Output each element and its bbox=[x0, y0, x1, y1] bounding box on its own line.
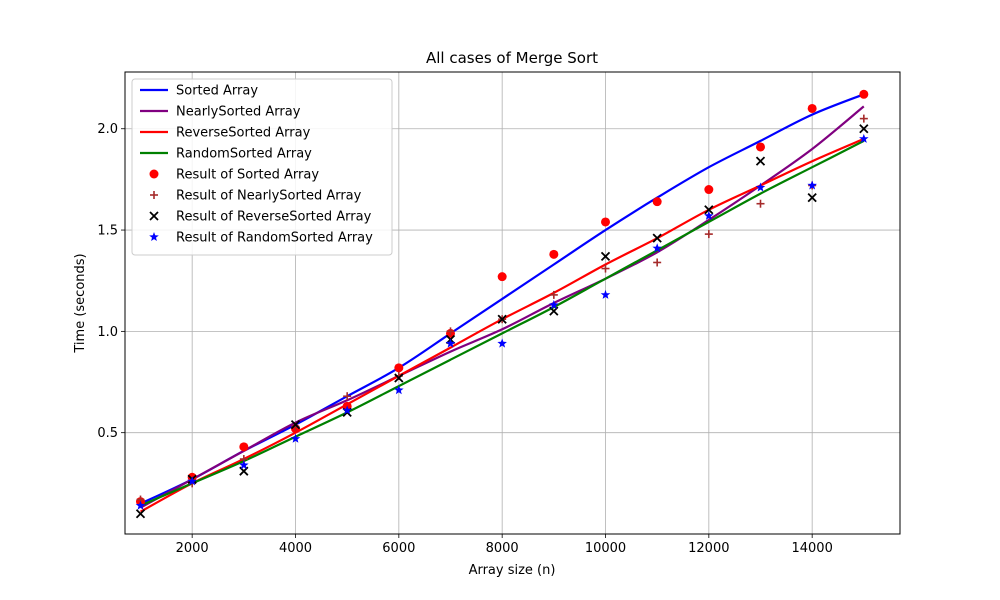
legend-marker-swatch bbox=[149, 169, 159, 179]
legend: Sorted Array NearlySorted Array ReverseSor… bbox=[131, 78, 393, 256]
legend-label: Result of RandomSorted Array bbox=[176, 231, 373, 246]
point-result-of-sorted-array bbox=[601, 217, 610, 227]
legend-label: Result of NearlySorted Array bbox=[176, 189, 362, 204]
legend-label: ReverseSorted Array bbox=[176, 126, 311, 141]
y-tick-label: 1.5 bbox=[97, 224, 118, 239]
plot-frame bbox=[124, 71, 901, 535]
legend-label: Result of Sorted Array bbox=[176, 168, 319, 183]
legend-marker-swatch bbox=[149, 232, 159, 241]
x-tick-label: 8000 bbox=[486, 541, 519, 556]
point-result-of-sorted-array bbox=[394, 363, 404, 373]
x-tick-label: 12000 bbox=[688, 541, 729, 556]
point-result-of-randomsorted-array bbox=[342, 405, 352, 415]
point-result-of-reversesorted-array bbox=[600, 251, 611, 262]
point-result-of-randomsorted-array bbox=[549, 300, 559, 310]
point-result-of-reversesorted-array bbox=[394, 373, 404, 383]
line-nearlysorted-array bbox=[139, 105, 865, 509]
y-tick-label: 0.5 bbox=[97, 426, 118, 441]
x-tick-label: 4000 bbox=[279, 541, 312, 556]
point-result-of-randomsorted-array bbox=[807, 180, 817, 190]
data-points bbox=[135, 89, 869, 519]
point-result-of-reversesorted-array bbox=[807, 192, 817, 203]
point-result-of-sorted-array bbox=[652, 197, 662, 207]
legend-marker-swatch bbox=[149, 211, 159, 221]
point-result-of-reversesorted-array bbox=[135, 509, 146, 519]
point-result-of-sorted-array bbox=[239, 442, 249, 452]
point-result-of-randomsorted-array bbox=[497, 338, 507, 348]
point-result-of-randomsorted-array bbox=[445, 338, 456, 348]
point-result-of-nearlysorted-array bbox=[549, 290, 558, 299]
line-randomsorted-array bbox=[140, 139, 865, 507]
point-result-of-nearlysorted-array bbox=[756, 199, 765, 208]
point-result-of-randomsorted-array bbox=[859, 133, 869, 143]
point-result-of-nearlysorted-array bbox=[601, 264, 610, 273]
point-result-of-randomsorted-array bbox=[755, 182, 766, 192]
point-result-of-reversesorted-array bbox=[755, 156, 766, 166]
point-result-of-randomsorted-array bbox=[600, 289, 611, 299]
chart-title: All cases of Merge Sort bbox=[426, 49, 598, 67]
legend-box bbox=[131, 78, 393, 256]
point-result-of-randomsorted-array bbox=[704, 210, 714, 220]
point-result-of-nearlysorted-array bbox=[704, 230, 713, 239]
point-result-of-randomsorted-array bbox=[135, 500, 146, 510]
point-result-of-sorted-array bbox=[704, 185, 714, 195]
x-axis-ticks: 2000 4000 6000 8000 10000 12000 14000 bbox=[176, 534, 833, 556]
y-axis-ticks: 0.5 1.0 1.5 2.0 bbox=[97, 122, 125, 441]
point-result-of-randomsorted-array bbox=[652, 243, 662, 253]
point-result-of-nearlysorted-array bbox=[859, 114, 868, 123]
point-result-of-reversesorted-array bbox=[652, 233, 662, 243]
point-result-of-nearlysorted-array bbox=[446, 327, 455, 336]
legend-label: NearlySorted Array bbox=[176, 105, 301, 120]
point-result-of-sorted-array bbox=[807, 103, 817, 113]
point-result-of-reversesorted-array bbox=[290, 419, 301, 430]
point-result-of-reversesorted-array bbox=[704, 205, 714, 215]
point-result-of-sorted-array bbox=[549, 249, 559, 259]
point-result-of-sorted-array bbox=[497, 272, 507, 282]
y-tick-label: 2.0 bbox=[97, 122, 118, 137]
point-result-of-sorted-array bbox=[859, 89, 869, 99]
point-result-of-reversesorted-array bbox=[859, 124, 869, 134]
y-axis-label: Time (seconds) bbox=[73, 253, 88, 353]
legend-label: Sorted Array bbox=[176, 84, 258, 99]
grid bbox=[125, 72, 900, 534]
point-result-of-randomsorted-array bbox=[239, 460, 249, 470]
y-tick-label: 1.0 bbox=[97, 325, 118, 340]
x-axis-label: Array size (n) bbox=[469, 563, 556, 578]
point-result-of-nearlysorted-array bbox=[343, 392, 352, 401]
point-result-of-sorted-array bbox=[756, 142, 765, 152]
x-tick-label: 2000 bbox=[176, 541, 209, 556]
point-result-of-nearlysorted-array bbox=[653, 258, 662, 267]
point-result-of-randomsorted-array bbox=[394, 385, 404, 395]
legend-marker-swatch bbox=[150, 191, 158, 199]
x-tick-label: 10000 bbox=[585, 541, 626, 556]
x-tick-label: 14000 bbox=[791, 541, 832, 556]
point-result-of-randomsorted-array bbox=[187, 476, 197, 486]
point-result-of-reversesorted-array bbox=[497, 314, 507, 324]
legend-label: RandomSorted Array bbox=[176, 147, 312, 162]
x-tick-label: 6000 bbox=[382, 541, 415, 556]
point-result-of-randomsorted-array bbox=[290, 433, 301, 443]
legend-label: Result of ReverseSorted Array bbox=[176, 210, 372, 225]
